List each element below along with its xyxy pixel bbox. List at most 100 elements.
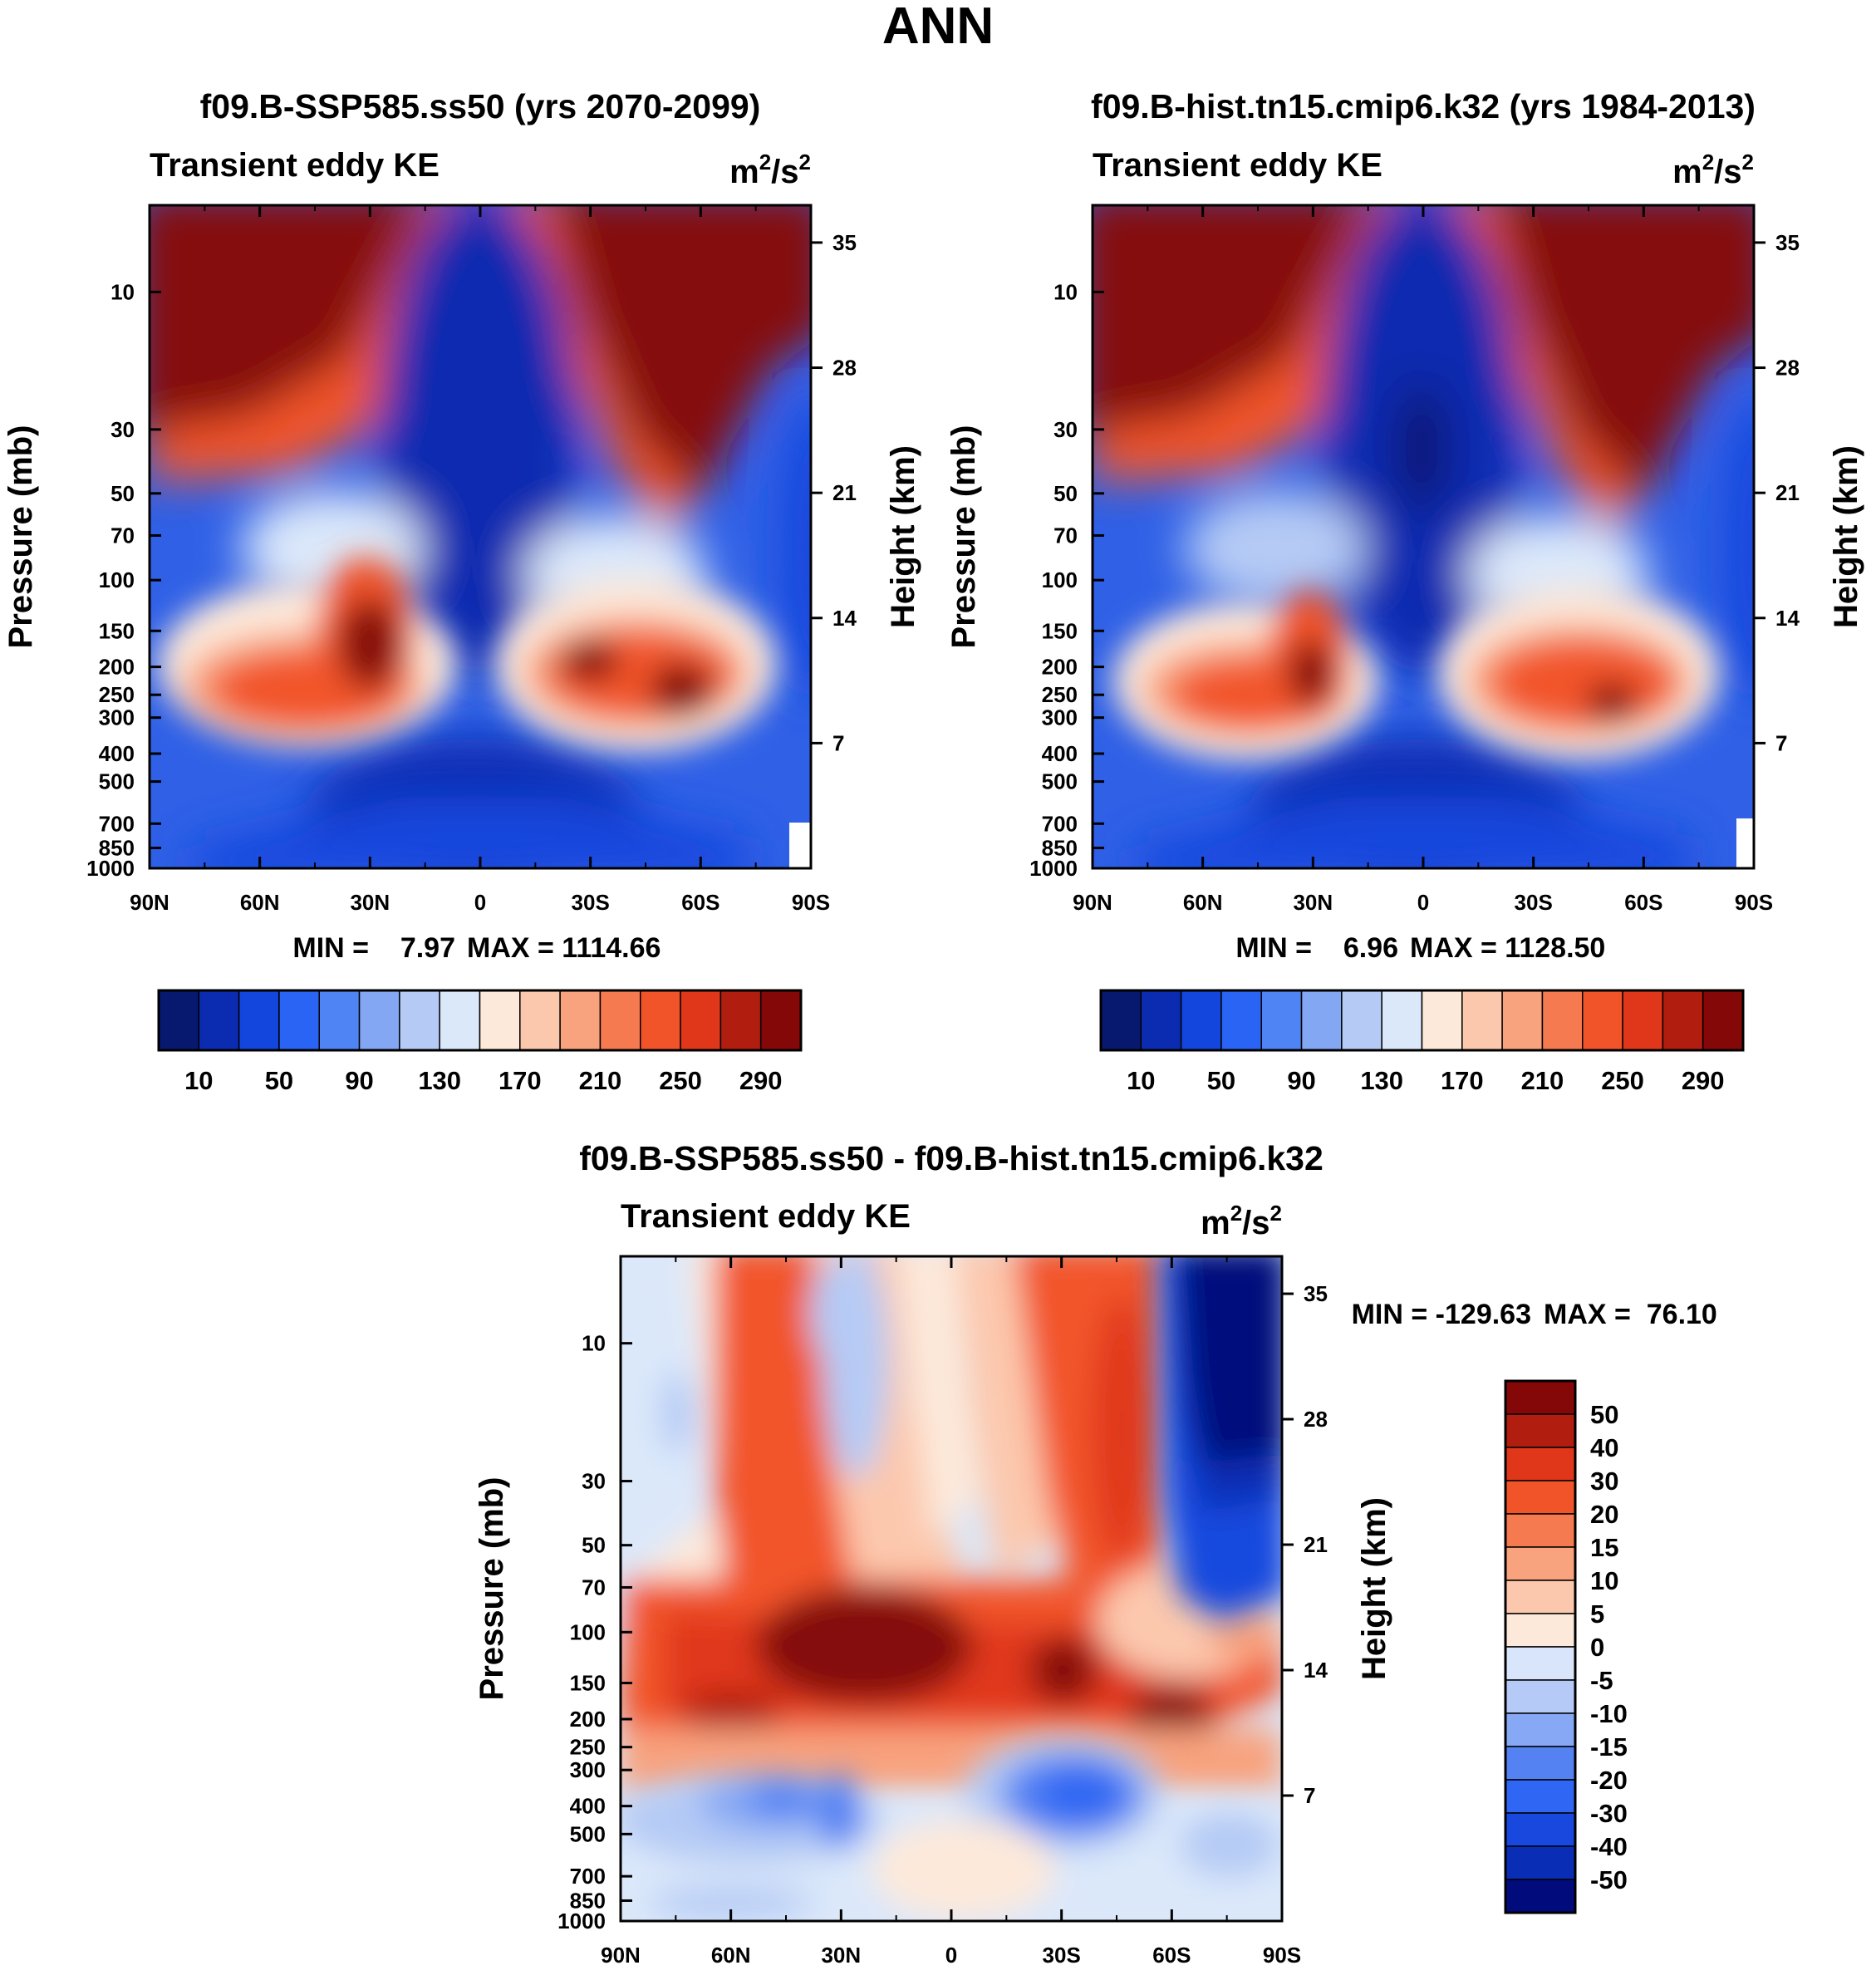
- colorbar-label: -15: [1590, 1732, 1628, 1761]
- height-tick-label: 21: [1775, 480, 1800, 505]
- max-label: MAX = 76.10: [1544, 1299, 1717, 1330]
- x-axis: 90N 60N 30N 0 30S 60S 90S: [1073, 205, 1773, 915]
- colorbar-swatch: [1505, 1812, 1576, 1847]
- colorbar-swatch: [1341, 990, 1382, 1051]
- x-tick-label: 60N: [1183, 890, 1223, 915]
- pressure-tick-label: 250: [570, 1735, 606, 1760]
- panel-difference: f09.B-SSP585.ss50 - f09.B-hist.tn15.cmip…: [474, 1139, 1717, 1968]
- colorbar-label: 210: [579, 1066, 622, 1095]
- colorbar-swatch: [278, 990, 320, 1051]
- pressure-tick-label: 200: [99, 655, 135, 680]
- panel-title: f09.B-hist.tn15.cmip6.k32 (yrs 1984-2013…: [1091, 87, 1756, 125]
- colorbar-swatch: [158, 990, 200, 1051]
- y-axis-title: Pressure (mb): [2, 425, 39, 649]
- colorbar-swatch: [640, 990, 681, 1051]
- pressure-tick-label: 150: [1042, 618, 1078, 643]
- x-tick-label: 0: [474, 890, 486, 915]
- colorbar: 10 50 90 130 170 210 250 290: [157, 989, 803, 1095]
- colorbar-label: 20: [1590, 1500, 1618, 1529]
- height-tick-label: 7: [1775, 730, 1787, 755]
- colorbar-swatch: [1100, 990, 1142, 1051]
- colorbar-label: -40: [1590, 1832, 1628, 1861]
- colorbar-swatch: [1300, 990, 1343, 1051]
- pressure-tick-label: 150: [99, 618, 135, 643]
- x-tick-label: 60S: [681, 890, 719, 915]
- height-tick-label: 21: [1304, 1532, 1328, 1557]
- x-tick-label: 30N: [350, 890, 390, 915]
- y-axis-height: 35 28 21 14 7: [811, 230, 857, 755]
- contour-field: [150, 205, 811, 868]
- colorbar-swatch: [318, 990, 361, 1051]
- colorbar-label: 15: [1590, 1533, 1618, 1562]
- x-tick-label: 30S: [572, 890, 610, 915]
- contour-field: [1093, 205, 1754, 868]
- y-axis-title: Pressure (mb): [474, 1477, 510, 1701]
- colorbar-label: 10: [184, 1066, 213, 1095]
- colorbar-label: 290: [1682, 1066, 1725, 1095]
- colorbar-swatch: [1260, 990, 1303, 1051]
- pressure-tick-label: 400: [99, 741, 135, 766]
- contour-field: [621, 1256, 1282, 1921]
- colorbar-label: 290: [739, 1066, 783, 1095]
- colorbar-swatch: [680, 990, 722, 1051]
- x-tick-label: 60S: [1152, 1943, 1191, 1968]
- height-tick-label: 14: [832, 606, 857, 631]
- panel-historical: f09.B-hist.tn15.cmip6.k32 (yrs 1984-2013…: [945, 87, 1864, 1095]
- max-label: MAX = 1128.50: [1410, 932, 1605, 964]
- colorbar-label: 10: [1127, 1066, 1155, 1095]
- colorbar-swatch: [1505, 1380, 1576, 1415]
- colorbar-swatch: [1505, 1513, 1576, 1548]
- panel-subtitle: Transient eddy KE: [1093, 147, 1382, 184]
- height-tick-label: 14: [1775, 606, 1800, 631]
- colorbar-swatch: [1505, 1413, 1576, 1448]
- min-label: MIN = -129.63: [1352, 1299, 1531, 1330]
- pressure-tick-label: 700: [99, 811, 135, 836]
- x-tick-label: 60N: [711, 1943, 751, 1968]
- x-tick-label: 0: [1417, 890, 1429, 915]
- colorbar-swatch: [599, 990, 641, 1051]
- colorbar-swatch: [1622, 990, 1664, 1051]
- colorbar-swatch: [1505, 1480, 1576, 1515]
- colorbar-swatch: [1140, 990, 1182, 1051]
- pressure-tick-label: 200: [1042, 655, 1078, 680]
- colorbar-swatch: [1501, 990, 1544, 1051]
- height-tick-label: 7: [832, 730, 844, 755]
- min-label: MIN = 7.97: [292, 932, 455, 964]
- pressure-tick-label: 500: [99, 769, 135, 794]
- colorbar-frame: [1504, 1379, 1577, 1914]
- colorbar-swatch: [1505, 1613, 1576, 1648]
- height-tick-label: 21: [832, 480, 857, 505]
- pressure-tick-label: 30: [110, 417, 135, 442]
- colorbar-swatch: [1505, 1447, 1576, 1481]
- pressure-tick-label: 300: [1042, 705, 1078, 730]
- pressure-tick-label: 150: [570, 1671, 606, 1696]
- max-label: MAX = 1114.66: [467, 932, 661, 964]
- colorbar-swatch: [238, 990, 280, 1051]
- pressure-tick-label: 50: [582, 1533, 606, 1558]
- colorbar-swatch: [1505, 1580, 1576, 1614]
- pressure-tick-label: 10: [582, 1331, 606, 1356]
- pressure-tick-label: 50: [110, 481, 135, 506]
- colorbar-label: 250: [1601, 1066, 1644, 1095]
- pressure-tick-label: 400: [570, 1794, 606, 1819]
- colorbar-swatch: [1582, 990, 1623, 1051]
- height-tick-label: 14: [1304, 1658, 1328, 1683]
- y-axis-title: Pressure (mb): [945, 425, 982, 649]
- colorbar-label: 250: [659, 1066, 702, 1095]
- colorbar-label: 5: [1590, 1599, 1604, 1629]
- x-tick-label: 90N: [1073, 890, 1112, 915]
- y2-axis-title: Height (km): [885, 445, 921, 628]
- x-tick-label: 90S: [1735, 890, 1773, 915]
- pressure-tick-label: 100: [1042, 567, 1078, 592]
- height-tick-label: 28: [1304, 1407, 1328, 1432]
- pressure-tick-label: 100: [570, 1619, 606, 1644]
- pressure-tick-label: 700: [1042, 811, 1078, 836]
- colorbar-frame: [1099, 989, 1745, 1052]
- colorbar-swatch: [559, 990, 602, 1051]
- pressure-tick-label: 30: [582, 1469, 606, 1494]
- x-tick-label: 0: [945, 1943, 957, 1968]
- pressure-tick-label: 100: [99, 567, 135, 592]
- panel-subtitle: Transient eddy KE: [150, 147, 440, 184]
